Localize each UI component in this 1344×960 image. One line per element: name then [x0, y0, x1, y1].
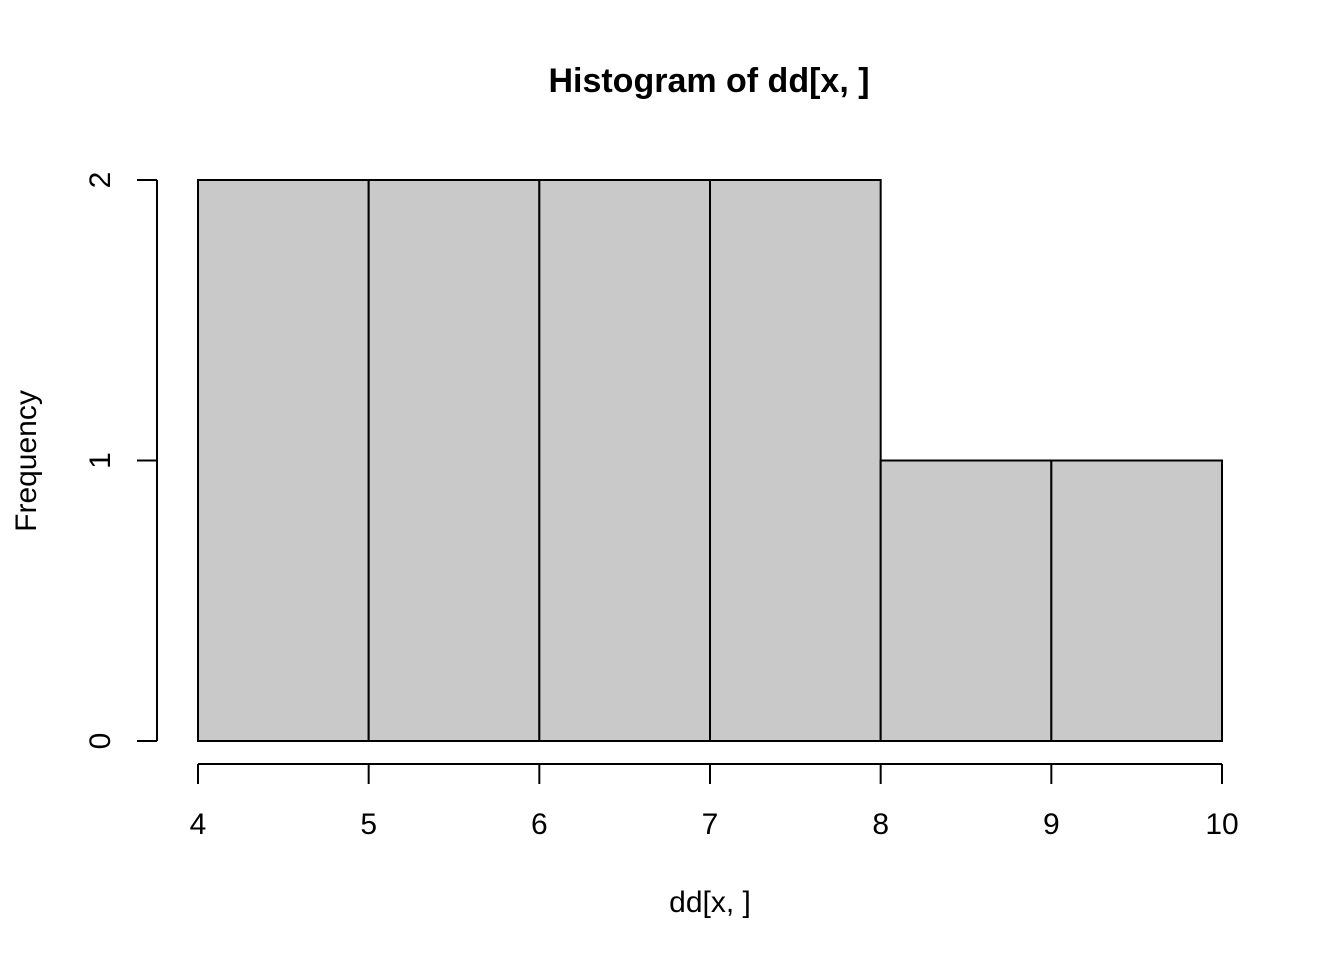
histogram-bar-2 — [367, 179, 541, 742]
y-axis: 0 1 2 — [84, 172, 158, 750]
histogram-bar-3 — [538, 179, 711, 742]
x-tick-label: 10 — [1205, 808, 1238, 841]
chart-title: Histogram of dd[x, ] — [548, 62, 869, 100]
x-tick-label: 6 — [531, 808, 548, 841]
x-tick-label: 5 — [360, 808, 377, 841]
bars-group — [197, 179, 1224, 742]
histogram-bar-5 — [879, 459, 1053, 742]
y-axis-label: Frequency — [10, 390, 43, 532]
y-tick-label: 1 — [84, 452, 117, 469]
x-axis-label: dd[x, ] — [669, 886, 751, 919]
x-tick-label: 8 — [872, 808, 889, 841]
x-tick-label: 4 — [190, 808, 207, 841]
histogram-bar-4 — [709, 179, 882, 742]
x-tick-label: 9 — [1043, 808, 1060, 841]
y-tick-label: 0 — [84, 733, 117, 750]
x-axis: 4 5 6 7 8 9 10 — [190, 763, 1239, 841]
histogram-bar-6 — [1050, 459, 1224, 742]
histogram-bar-1 — [197, 179, 370, 742]
y-tick-label: 2 — [84, 172, 117, 189]
x-tick-label: 7 — [702, 808, 719, 841]
